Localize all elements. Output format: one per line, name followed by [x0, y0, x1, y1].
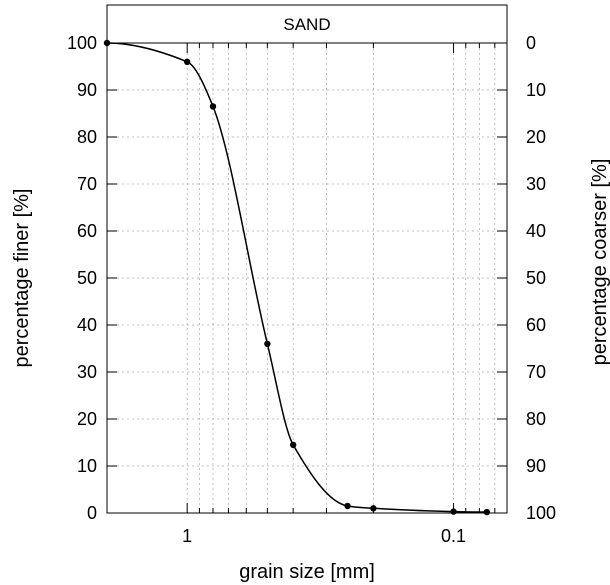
- y-tick-label-right: 60: [526, 315, 546, 335]
- data-point: [370, 505, 377, 512]
- band-header-box: [106, 4, 508, 44]
- x-tick-label: 0.1: [441, 526, 466, 546]
- grid-layer: [107, 43, 507, 513]
- data-point: [450, 508, 457, 515]
- data-point: [289, 441, 297, 449]
- y-tick-label-right: 90: [526, 456, 546, 476]
- y-axis-title-left: percentage finer [%]: [11, 189, 33, 368]
- y-tick-label-right: 20: [526, 127, 546, 147]
- y-tick-label-left: 80: [77, 127, 97, 147]
- band-label: SAND: [283, 15, 330, 34]
- y-tick-label-right: 80: [526, 409, 546, 429]
- y-tick-label-right: 10: [526, 80, 546, 100]
- data-point: [264, 340, 271, 347]
- data-points: [103, 39, 491, 516]
- y-tick-label-right: 50: [526, 268, 546, 288]
- y-tick-label-right: 100: [526, 503, 556, 523]
- data-point: [483, 508, 491, 516]
- y-tick-label-left: 10: [77, 456, 97, 476]
- y-axis-title-right: percentage coarser [%]: [589, 159, 610, 366]
- y-tick-label-left: 0: [87, 503, 97, 523]
- data-point: [103, 39, 111, 47]
- y-tick-label-left: 20: [77, 409, 97, 429]
- data-point: [209, 103, 217, 110]
- data-point: [183, 58, 191, 65]
- data-point: [344, 502, 351, 510]
- y-tick-label-left: 60: [77, 221, 97, 241]
- y-tick-label-right: 0: [526, 33, 536, 53]
- y-tick-label-left: 70: [77, 174, 97, 194]
- x-axis-title: grain size [mm]: [239, 561, 375, 583]
- y-tick-label-left: 30: [77, 362, 97, 382]
- y-tick-label-right: 30: [526, 174, 546, 194]
- y-tick-label-left: 90: [77, 80, 97, 100]
- gradation-curve: [106, 42, 487, 513]
- y-tick-label-left: 100: [67, 33, 97, 53]
- y-tick-label-right: 70: [526, 362, 546, 382]
- x-tick-label: 1: [182, 526, 192, 546]
- y-tick-label-right: 40: [526, 221, 546, 241]
- y-tick-label-left: 40: [77, 315, 97, 335]
- band-header: SAND: [106, 4, 508, 44]
- y-tick-label-left: 50: [77, 268, 97, 288]
